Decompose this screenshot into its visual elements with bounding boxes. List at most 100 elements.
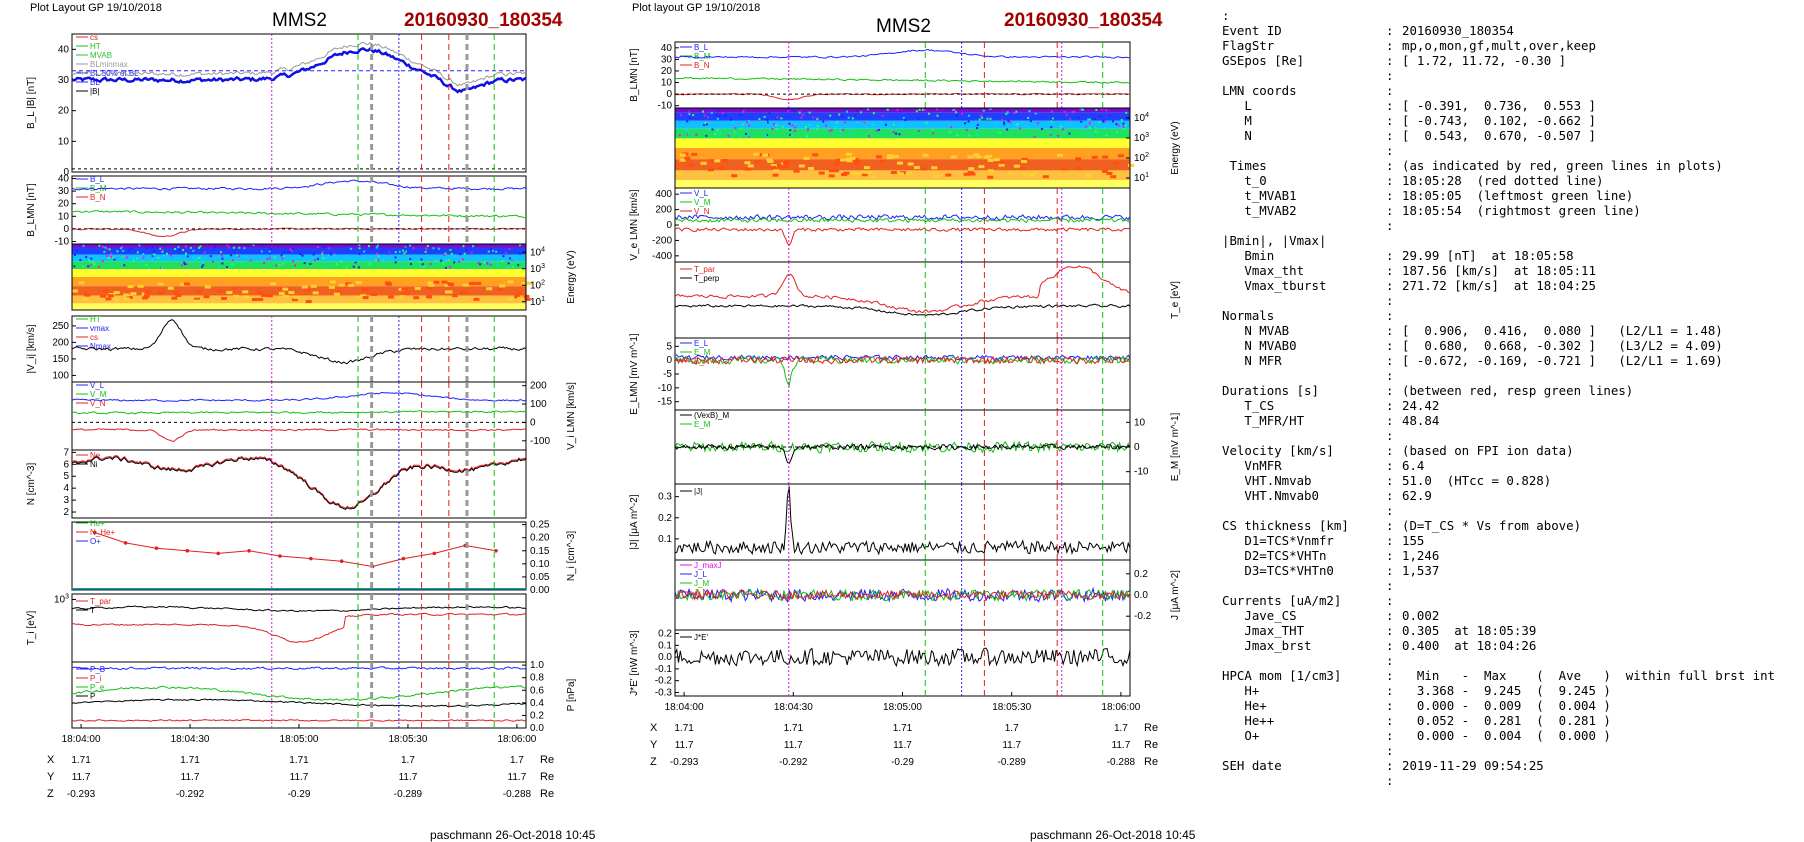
- spectrogram-speck: [896, 108, 899, 111]
- mid-pos-unit: Re: [1144, 722, 1158, 734]
- spectrogram-speck: [1054, 135, 1057, 138]
- spectrogram-speck: [424, 250, 427, 253]
- legend-entry: J_L: [694, 570, 707, 579]
- spectrogram-speck: [701, 110, 704, 113]
- spectrogram-speck: [152, 253, 155, 256]
- summary-colon: :: [1386, 218, 1394, 233]
- spectrogram-band: [72, 269, 526, 277]
- spectrogram-speck: [450, 252, 453, 255]
- spectrogram-speck: [249, 259, 252, 262]
- tick-label: 0.1: [658, 534, 672, 545]
- spectrogram-speck: [816, 128, 819, 131]
- spectrogram-speck: [447, 282, 454, 286]
- spectrogram-speck: [781, 165, 788, 169]
- series-pe: [72, 719, 527, 722]
- tick-label: 0.0: [658, 652, 672, 663]
- summary-value: mp,o,mon,gf,mult,over,keep: [1402, 38, 1596, 53]
- spectrogram-speck: [806, 128, 809, 131]
- spectrogram-speck: [123, 264, 126, 267]
- summary-key: Currents [uA/m2]: [1222, 593, 1342, 608]
- left-pos-value: -0.293: [67, 789, 96, 800]
- spectrogram-speck: [898, 133, 901, 136]
- spectrogram-speck: [103, 289, 110, 293]
- left-pos-value: 11.7: [290, 772, 309, 783]
- spectrogram-speck: [1050, 120, 1053, 123]
- spectrogram-speck: [925, 121, 928, 124]
- spectrogram-speck: [865, 171, 872, 175]
- tick-label: 20: [58, 106, 70, 117]
- series-vl: [71, 391, 527, 403]
- summary-key: |Bmin|, |Vmax|: [1222, 233, 1327, 248]
- spectrogram-speck: [747, 164, 754, 168]
- tick-label: 0.0: [1134, 590, 1148, 601]
- summary-key: t_MVAB1: [1222, 188, 1297, 203]
- spectrogram-speck: [161, 259, 164, 262]
- spectrogram-speck: [303, 262, 306, 265]
- spectrogram-speck: [507, 280, 514, 284]
- spectrogram-speck: [524, 297, 531, 301]
- summary-colon: :: [1386, 443, 1394, 458]
- spectrogram-speck: [776, 127, 779, 130]
- spectrogram-speck: [377, 255, 380, 258]
- spectrogram-speck: [856, 121, 859, 124]
- he-point: [123, 541, 128, 545]
- left-pos-value: -0.29: [288, 789, 311, 800]
- summary-colon: :: [1386, 38, 1394, 53]
- tick-label: 30: [661, 54, 673, 65]
- legend-entry: V_N: [90, 399, 106, 408]
- spectrogram-speck: [955, 114, 958, 117]
- series-je: [674, 647, 1131, 668]
- series-pb: [71, 666, 527, 671]
- tick-label: 0.2: [530, 710, 544, 721]
- he-point: [92, 530, 97, 535]
- spectrogram-speck: [81, 265, 84, 268]
- summary-value: 1,537: [1402, 563, 1440, 578]
- spectrogram-speck: [156, 246, 159, 249]
- spectrogram-speck: [73, 253, 76, 256]
- spectrogram-speck: [225, 244, 228, 247]
- summary-colon: :: [1386, 773, 1394, 788]
- spectrogram-speck: [376, 244, 379, 247]
- mid-layout-label: Plot layout GP 19/10/2018: [632, 2, 761, 14]
- spectrogram-speck: [844, 121, 847, 124]
- spectrogram-speck: [789, 129, 792, 132]
- spectrogram-speck: [507, 262, 510, 265]
- mid-footer: paschmann 26-Oct-2018 10:45: [1030, 828, 1196, 842]
- tick-label: 7: [63, 447, 69, 458]
- summary-colon: :: [1386, 203, 1394, 218]
- spectrogram-speck: [978, 165, 985, 169]
- summary-colon: :: [1386, 323, 1394, 338]
- spectrogram-speck: [963, 172, 970, 176]
- summary-colon: :: [1386, 608, 1394, 623]
- spectrogram-speck: [214, 246, 217, 249]
- summary-key: N MVAB0: [1222, 338, 1297, 353]
- legend-entry: V_M: [90, 390, 107, 399]
- summary-value: [ 0.680, 0.668, -0.302 ] (L3/L2 = 4.09): [1402, 338, 1723, 353]
- he-point: [278, 554, 282, 558]
- spectrogram-speck: [976, 124, 979, 127]
- summary-key: Event ID: [1222, 23, 1282, 38]
- tick-label: 0.4: [530, 698, 544, 709]
- spectrogram-speck: [803, 156, 810, 160]
- summary-colon: :: [1386, 623, 1394, 638]
- spectrogram-speck: [352, 265, 355, 268]
- spectrogram-speck: [238, 246, 241, 249]
- spectrogram-speck: [844, 110, 847, 113]
- spectrogram-speck: [289, 248, 292, 251]
- spectrogram-speck: [812, 116, 815, 119]
- summary-colon: :: [1386, 23, 1394, 38]
- summary-key: T_CS: [1222, 398, 1275, 413]
- spectrogram-speck: [211, 260, 214, 263]
- spectrogram-speck: [773, 123, 776, 126]
- spectrogram-band: [72, 295, 526, 304]
- spectrogram-speck: [747, 119, 750, 122]
- series-he: [94, 532, 497, 568]
- left-ylabel: N_i [cm^-3]: [566, 531, 577, 581]
- spectrogram-speck: [167, 286, 174, 290]
- spectrogram-speck: [854, 162, 861, 166]
- spectrogram-speck: [90, 257, 93, 260]
- spectrogram-speck: [137, 284, 144, 288]
- summary-colon: :: [1386, 263, 1394, 278]
- summary-value: [ 0.906, 0.416, 0.080 ] (L2/L1 = 1.48): [1402, 323, 1723, 338]
